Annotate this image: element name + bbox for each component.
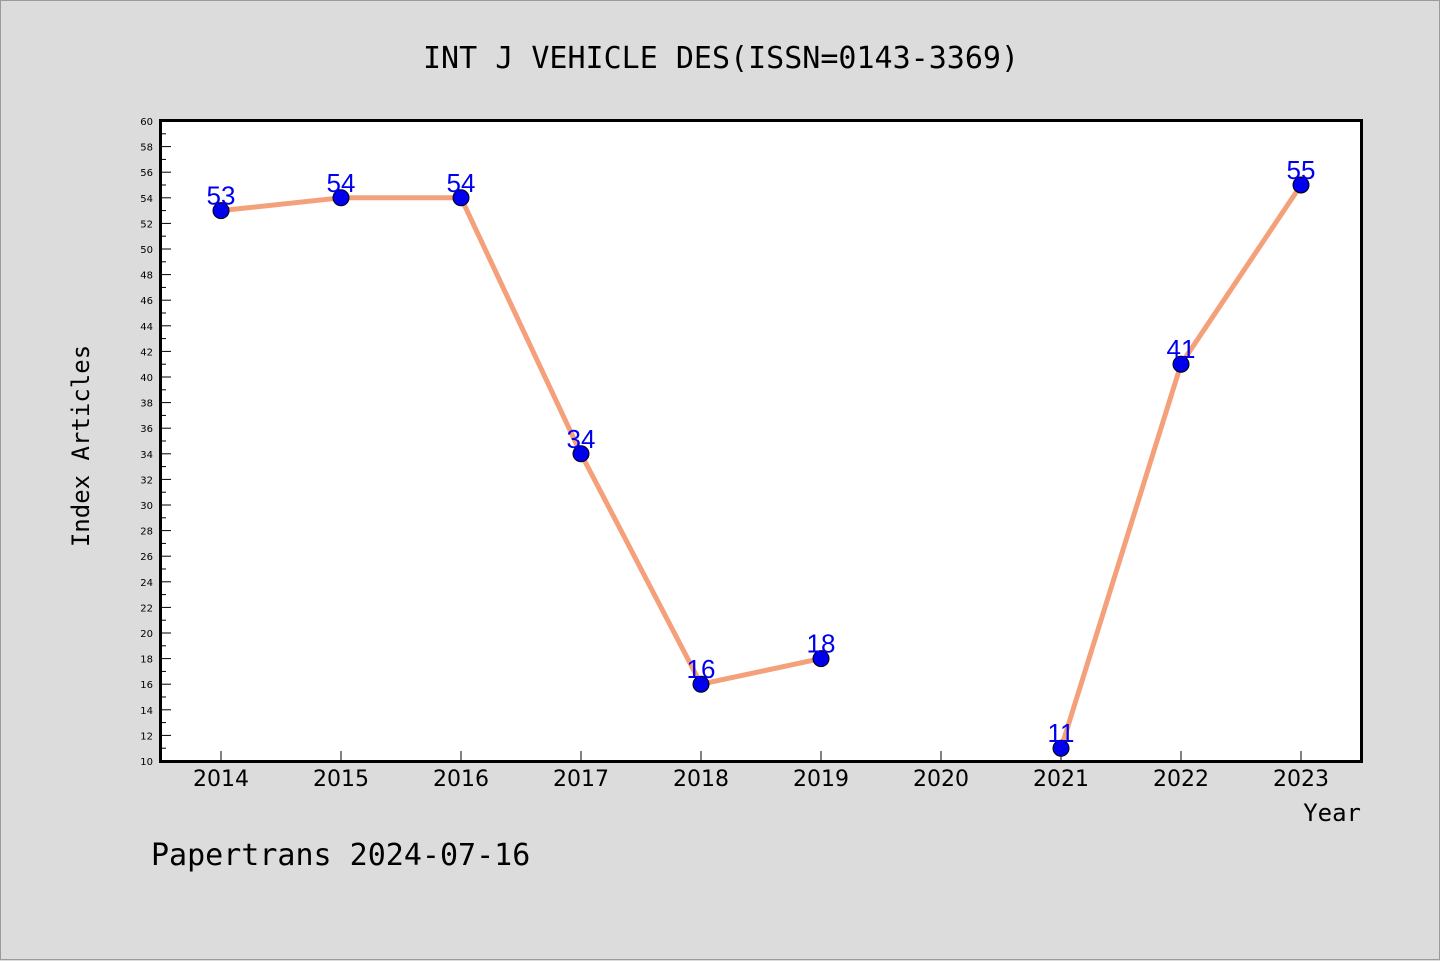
data-label: 53 xyxy=(207,181,236,211)
data-point xyxy=(1292,176,1310,194)
data-point xyxy=(1172,355,1190,373)
x-tick-label: 2021 xyxy=(1033,767,1089,792)
data-label: 41 xyxy=(1167,334,1196,364)
data-label: 54 xyxy=(447,168,476,198)
y-axis: 10 12 14 16 18 20 22 24 26 28 30 32 34 36 38 40 42 44 46 48… xyxy=(140,117,171,768)
series-line xyxy=(218,195,824,687)
data-label: 18 xyxy=(807,629,836,659)
data-label: 34 xyxy=(567,424,596,454)
data-label: 54 xyxy=(327,168,356,198)
footer-credit: Papertrans 2024-07-16 xyxy=(151,838,530,873)
y-tick-label: 24 xyxy=(140,578,153,589)
y-tick-label: 36 xyxy=(140,424,153,435)
x-axis: 2014 2015 2016 2017 2018 2019 2020 2021 2022 2023 xyxy=(193,751,1329,792)
y-tick-label: 42 xyxy=(140,347,153,358)
plot-area xyxy=(159,119,1363,763)
y-tick-label: 30 xyxy=(140,501,153,512)
x-tick-label: 2017 xyxy=(553,767,609,792)
y-tick-label: 34 xyxy=(140,450,153,461)
x-tick-label: 2023 xyxy=(1273,767,1329,792)
y-tick-label: 54 xyxy=(140,194,153,205)
y-tick-label: 28 xyxy=(140,527,153,538)
y-tick-label: 18 xyxy=(140,655,153,666)
data-point xyxy=(812,650,830,668)
y-tick-label: 10 xyxy=(140,757,153,768)
data-point xyxy=(332,189,350,207)
y-tick-label: 32 xyxy=(140,475,153,486)
data-label: 11 xyxy=(1048,718,1075,748)
x-tick-label: 2018 xyxy=(673,767,729,792)
x-tick-label: 2016 xyxy=(433,767,489,792)
x-tick-label: 2019 xyxy=(793,767,849,792)
y-tick-label: 60 xyxy=(140,117,153,128)
data-point xyxy=(1052,739,1070,757)
y-tick-label: 20 xyxy=(140,629,153,640)
y-tick-label: 26 xyxy=(140,552,153,563)
y-tick-label: 52 xyxy=(140,219,153,230)
y-tick-label: 22 xyxy=(140,603,153,614)
data-point xyxy=(692,675,710,693)
data-label: 16 xyxy=(687,654,716,684)
x-tick-label: 2014 xyxy=(193,767,249,792)
y-tick-label: 38 xyxy=(140,399,153,410)
y-tick-label: 56 xyxy=(140,168,153,179)
x-tick-label: 2015 xyxy=(313,767,369,792)
y-tick-label: 16 xyxy=(140,680,153,691)
data-point xyxy=(452,189,470,207)
data-label: 55 xyxy=(1287,155,1316,185)
data-labels: 53 54 54 34 16 18 11 41 55 xyxy=(207,155,1316,748)
y-axis-label: Index Articles xyxy=(67,345,95,547)
x-tick-label: 2022 xyxy=(1153,767,1209,792)
y-tick-label: 58 xyxy=(140,143,153,154)
x-axis-label: Year xyxy=(1303,799,1361,827)
y-tick-label: 48 xyxy=(140,271,153,282)
y-tick-label: 14 xyxy=(140,706,153,717)
x-tick-label: 2020 xyxy=(913,767,969,792)
y-tick-label: 44 xyxy=(140,322,153,333)
chart-title: INT J VEHICLE DES(ISSN=0143-3369) xyxy=(423,41,1019,76)
y-tick-label: 40 xyxy=(140,373,153,384)
data-point xyxy=(212,202,230,220)
y-tick-label: 46 xyxy=(140,296,153,307)
data-points xyxy=(212,176,1310,757)
data-point xyxy=(572,445,590,463)
y-tick-label: 50 xyxy=(140,245,153,256)
y-tick-label: 12 xyxy=(140,731,153,742)
